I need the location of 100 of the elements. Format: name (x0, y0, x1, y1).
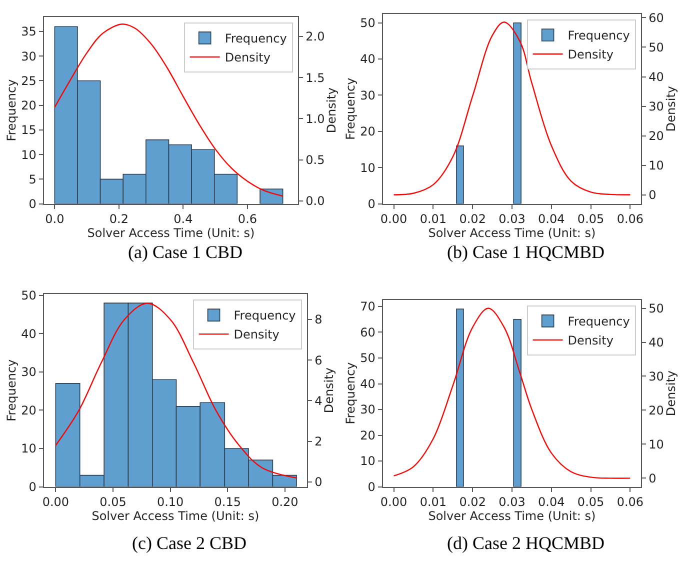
y2-tick-label: 40 (648, 335, 664, 350)
legend-label: Frequency (568, 28, 630, 43)
x-axis-title: Solver Access Time (Unit: s) (92, 509, 260, 524)
x-tick-label: 0.05 (577, 212, 604, 226)
y2-tick-label: 8 (314, 312, 322, 327)
x-tick-label: 0.4 (174, 212, 193, 226)
y-tick-label: 25 (21, 74, 36, 88)
x-tick-label: 0.03 (498, 212, 526, 226)
line-series (393, 308, 631, 479)
y-tick-label: 40 (360, 52, 376, 66)
y-tick-label: 40 (360, 376, 376, 391)
y2-axis-title: Density (664, 86, 678, 132)
y-tick-label: 30 (21, 49, 36, 64)
x-tick-label: 0.04 (538, 212, 565, 226)
legend-label: Density (568, 334, 614, 348)
x-tick-label: 0.02 (459, 495, 486, 510)
y-tick-label: 60 (360, 325, 376, 340)
y-tick-label: 40 (21, 326, 36, 341)
y2-axis-title: Density (324, 87, 339, 134)
y-axis-title: Frequency (343, 78, 358, 140)
text: (a) Case 1 CBD (128, 242, 242, 262)
y-tick-label: 5 (28, 172, 36, 186)
x-axis-title: Solver Access Time (Unit: s) (428, 509, 596, 524)
text: (c) Case 2 CBD (132, 533, 246, 553)
y-tick-label: 10 (21, 148, 36, 162)
y-tick-label: 50 (360, 16, 376, 30)
x-axis-title: Solver Access Time (Unit: s) (87, 226, 255, 240)
y-tick-label: 35 (21, 24, 36, 39)
y-tick-label: 50 (360, 351, 376, 366)
x-tick-label: 0.04 (538, 495, 565, 510)
y-tick-label: 10 (21, 442, 36, 456)
y2-tick-label: 1.0 (306, 112, 325, 126)
y2-tick-label: 30 (648, 369, 664, 384)
y2-tick-label: 6 (314, 353, 322, 368)
legend-label: Density (224, 50, 270, 65)
y-tick-label: 0 (368, 196, 376, 211)
y-tick-label: 30 (360, 88, 376, 102)
y-tick-label: 20 (360, 124, 376, 139)
y2-tick-label: 50 (648, 40, 664, 54)
y-tick-label: 10 (360, 160, 376, 175)
line-series (393, 21, 631, 196)
x-tick-label: 0.6 (238, 212, 258, 226)
y-tick-label: 0 (28, 196, 36, 211)
x-tick-label: 0.02 (459, 212, 486, 226)
x-axis-title: Solver Access Time (Unit: s) (428, 226, 596, 240)
x-tick-label: 0.0 (45, 212, 64, 226)
x-tick-label: 0.20 (272, 495, 298, 510)
y2-tick-label: 0 (648, 471, 656, 486)
y2-tick-label: 2.0 (306, 30, 325, 44)
y2-tick-label: 1.5 (306, 70, 325, 85)
y2-tick-label: 20 (648, 129, 664, 144)
x-tick-label: 0.05 (577, 495, 604, 510)
y-tick-label: 30 (21, 365, 36, 380)
text: (d) Case 2 HQCMBD (447, 533, 604, 553)
y2-tick-label: 20 (648, 403, 664, 418)
y-tick-label: 20 (21, 98, 36, 113)
y2-axis-title: Density (664, 370, 678, 416)
y2-tick-label: 60 (648, 10, 664, 25)
y2-axis-title: Density (322, 368, 336, 414)
y-tick-label: 15 (21, 123, 36, 138)
x-tick-label: 0.00 (380, 212, 408, 226)
legend-label: Frequency (224, 32, 287, 46)
y2-tick-label: 50 (648, 301, 664, 316)
legend-label: Density (234, 328, 280, 342)
y2-tick-label: 30 (648, 100, 664, 114)
y-tick-label: 70 (360, 300, 376, 314)
y2-tick-label: 10 (648, 158, 664, 173)
y-tick-label: 20 (360, 428, 376, 442)
y2-tick-label: 4 (314, 394, 322, 408)
y2-tick-label: 0.0 (306, 194, 325, 208)
y-tick-label: 20 (21, 403, 36, 418)
y-tick-label: 50 (21, 288, 36, 303)
text: (b) Case 1 HQCMBD (447, 242, 604, 262)
y-axis-title: Frequency (4, 359, 18, 422)
y2-tick-label: 2 (314, 434, 322, 449)
y2-tick-label: 0 (648, 188, 656, 202)
y2-tick-label: 0.5 (306, 153, 325, 168)
x-tick-label: 0.03 (498, 495, 526, 510)
x-tick-label: 0.01 (420, 495, 447, 510)
y2-tick-label: 10 (648, 437, 664, 452)
x-tick-label: 0.00 (380, 495, 408, 510)
legend-label: Density (568, 48, 614, 62)
y-tick-label: 30 (360, 402, 376, 417)
y2-tick-label: 0 (314, 475, 322, 490)
y2-tick-label: 40 (648, 70, 664, 84)
x-tick-label: 0.00 (42, 495, 70, 510)
y-axis-title: Frequency (343, 362, 358, 424)
x-tick-label: 0.2 (109, 212, 128, 226)
y-tick-label: 10 (360, 454, 376, 468)
y-axis-title: Frequency (4, 79, 18, 142)
x-tick-label: 0.05 (100, 495, 126, 510)
x-tick-label: 0.10 (156, 495, 184, 510)
x-tick-label: 0.15 (214, 495, 241, 510)
x-tick-label: 0.06 (616, 495, 644, 510)
x-tick-label: 0.01 (420, 212, 447, 226)
legend-label: Frequency (234, 308, 296, 323)
y-tick-label: 0 (368, 480, 376, 494)
legend-label: Frequency (568, 314, 630, 329)
x-tick-label: 0.06 (616, 212, 644, 226)
y-tick-label: 0 (28, 480, 36, 494)
